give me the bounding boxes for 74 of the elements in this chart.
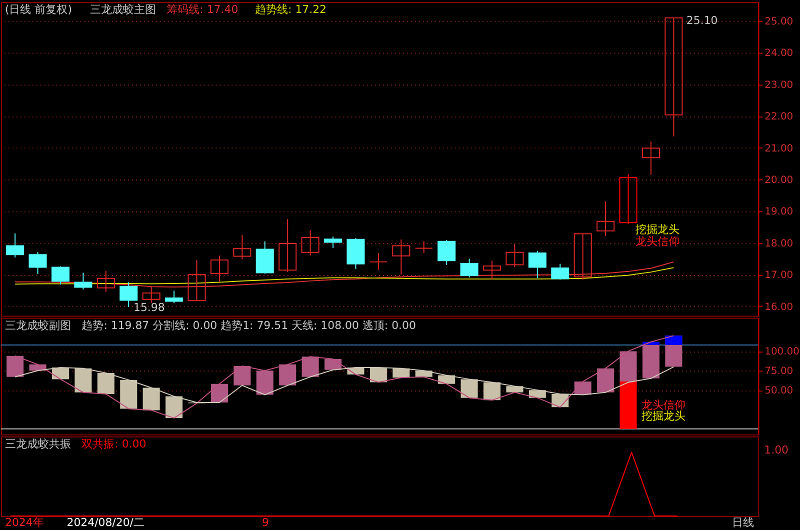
candlestick	[506, 243, 524, 268]
text: 日线	[732, 516, 754, 530]
bar	[210, 384, 228, 403]
bar	[302, 356, 319, 377]
chart-title: (日线 前复权)	[4, 2, 72, 16]
y-tick-label: 100.00	[764, 346, 800, 358]
candlestick	[210, 255, 228, 282]
bar	[234, 366, 251, 386]
text: 25.10	[686, 14, 718, 27]
y-tick-label: 50.00	[764, 386, 794, 397]
bar	[6, 356, 24, 377]
bar	[620, 351, 637, 382]
chart-subtitle: 趋势: 119.87 分割线: 0.00 趋势1: 79.51 天线: 108.00 逃顶: 0.00	[82, 318, 416, 332]
y-tick-label: 21.00	[764, 143, 794, 154]
annotation: 挖掘龙头	[642, 409, 686, 422]
candlestick	[664, 17, 683, 137]
candlestick	[256, 240, 274, 274]
chart-title: 三龙成蛟副图	[4, 318, 71, 332]
annotation: 龙头信仰	[642, 398, 686, 412]
bar	[620, 382, 637, 429]
candlestick	[165, 290, 184, 304]
y-tick-label: 23.00	[764, 80, 794, 91]
y-tick-label: 75.00	[764, 366, 794, 378]
candlestick	[28, 252, 47, 274]
candlestick	[278, 218, 297, 273]
candlestick	[6, 232, 24, 258]
candlestick	[414, 240, 433, 254]
text: 筹码线: 17.40	[166, 2, 238, 16]
candlestick	[301, 230, 320, 256]
annotation: 龙头信仰	[636, 235, 680, 248]
bar	[166, 396, 183, 418]
candlestick	[324, 236, 342, 248]
text: 1.00	[764, 443, 789, 456]
bar	[483, 382, 501, 400]
bar	[597, 368, 614, 392]
chart-subtitle: 三龙成蛟主图	[90, 2, 156, 16]
candlestick	[438, 240, 456, 266]
annotation: 15.98	[134, 300, 165, 314]
y-tick-label: 20.00	[764, 174, 794, 186]
candlestick	[392, 238, 410, 276]
text: 趋势线: 17.22	[255, 2, 327, 16]
annotation: 挖掘龙头	[636, 223, 680, 236]
candlestick	[642, 140, 660, 176]
bar	[279, 364, 296, 386]
candlestick	[551, 263, 570, 280]
candlestick	[51, 266, 70, 285]
candlestick	[528, 250, 546, 279]
bar	[256, 370, 274, 395]
y-tick-label: 22.00	[764, 112, 794, 123]
candlestick	[596, 200, 615, 236]
annotation: 9	[262, 516, 270, 530]
bar	[506, 386, 524, 392]
candlestick	[369, 252, 388, 270]
y-tick-label: 16.00	[764, 302, 794, 313]
bar	[142, 388, 160, 410]
y-tick-label: 17.00	[764, 270, 794, 282]
line-series	[14, 335, 674, 419]
candlestick	[233, 234, 252, 260]
annotation: 2024年	[4, 516, 44, 530]
y-tick-label: 19.00	[764, 206, 794, 218]
bar	[460, 379, 478, 398]
y-tick-label: 24.00	[764, 48, 794, 60]
candlestick	[74, 272, 92, 290]
text: 双共振: 0.00	[82, 437, 146, 450]
y-tick-label: 25.00	[764, 16, 794, 28]
bar	[120, 380, 138, 409]
annotation: 2024/08/20/二	[66, 516, 144, 530]
y-tick-label: 18.00	[764, 238, 794, 250]
bar	[665, 336, 682, 345]
chart-title: 三龙成蛟共振	[4, 437, 71, 450]
bar	[97, 372, 114, 394]
candlestick	[460, 258, 478, 278]
candlestick	[619, 174, 638, 225]
bar	[74, 368, 92, 392]
